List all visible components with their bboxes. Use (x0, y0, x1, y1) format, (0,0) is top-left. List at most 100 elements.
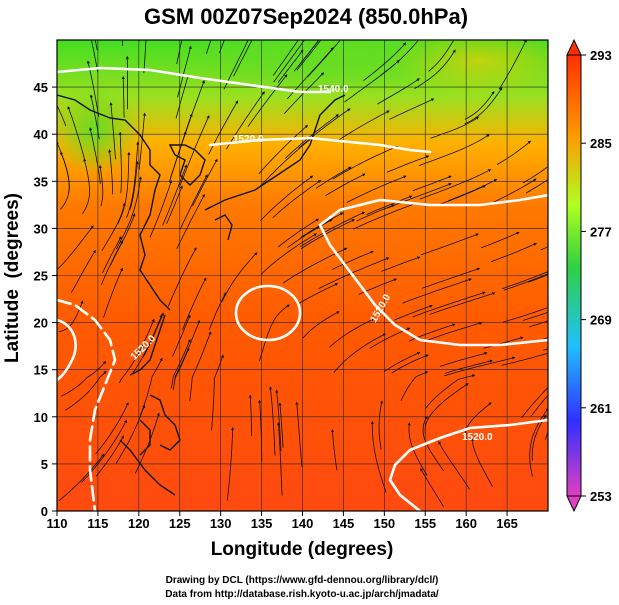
streamline (118, 131, 122, 194)
streamline (422, 415, 444, 472)
streamline (276, 422, 283, 496)
streamline (143, 40, 147, 74)
streamline (172, 347, 190, 391)
streamline (119, 318, 155, 384)
streamline (260, 175, 314, 221)
streamline (205, 40, 212, 55)
streamline (121, 40, 124, 47)
streamline (420, 467, 444, 508)
contour-label-1540: 1540.0 (318, 84, 349, 95)
streamline (182, 277, 207, 330)
streamline (277, 49, 304, 83)
streamline (333, 333, 387, 373)
streamline (502, 307, 548, 323)
streamline (218, 40, 225, 54)
streamline (86, 60, 100, 117)
streamline (369, 327, 411, 349)
warm-region-northeast (390, 40, 548, 95)
credit-drawing: Drawing by DCL (https://www.gfd-dennou.o… (166, 575, 439, 586)
x-tick-label: 155 (414, 516, 436, 531)
colorbar-top-arrow (566, 38, 582, 56)
streamline (89, 94, 100, 140)
streamline (523, 40, 525, 42)
streamline (172, 314, 191, 357)
colorbar-tick-label: 277 (590, 224, 612, 239)
streamline (381, 256, 421, 272)
streamline (522, 166, 548, 184)
x-tick-label: 165 (496, 516, 518, 531)
streamline (346, 175, 407, 203)
streamline (430, 116, 480, 139)
streamline (297, 283, 339, 305)
colorbar-tick-label: 261 (590, 401, 612, 416)
streamline (162, 164, 188, 226)
streamline (412, 175, 452, 192)
streamline (102, 235, 122, 274)
streamline (429, 292, 496, 315)
geopotential-contours (57, 66, 548, 511)
streamline (57, 104, 67, 127)
streamline (285, 114, 339, 159)
streamline (378, 400, 384, 450)
streamline (121, 75, 125, 118)
streamline (117, 151, 131, 224)
streamline (221, 252, 258, 303)
streamline (428, 40, 455, 72)
streamline (268, 386, 276, 456)
streamline (60, 360, 107, 397)
contour-1520-mid (208, 136, 432, 154)
streamline (226, 91, 265, 150)
streamline (247, 74, 288, 127)
streamline (448, 179, 498, 202)
streamline (344, 59, 400, 103)
streamline (293, 40, 320, 72)
credit-data: Data from http://database.rish.kyoto-u.a… (165, 589, 439, 600)
x-axis-title: Longitude (degrees) (211, 539, 394, 560)
x-tick-label: 120 (128, 516, 150, 531)
streamline (501, 271, 548, 290)
y-tick-label: 10 (34, 410, 48, 425)
streamline (110, 213, 136, 266)
colorbar-tick-label: 253 (590, 489, 612, 504)
streamline (142, 312, 164, 358)
streamline (260, 233, 318, 275)
x-tick-label: 125 (169, 516, 191, 531)
streamline (95, 435, 124, 477)
y-tick-label: 35 (34, 174, 48, 189)
streamline (522, 311, 548, 321)
streamline (414, 49, 456, 89)
streamline (318, 257, 390, 290)
streamline (530, 394, 548, 417)
x-tick-label: 140 (292, 516, 314, 531)
streamline (149, 179, 173, 238)
streamline (302, 311, 340, 339)
plot-area (57, 40, 548, 511)
colorbar-bottom-arrow (566, 495, 582, 513)
contour-1540-north (57, 66, 332, 94)
streamline (531, 414, 547, 461)
contour-1520-west (57, 298, 117, 511)
streamline (546, 44, 548, 47)
streamline (412, 291, 486, 318)
streamline (287, 219, 333, 248)
streamline (386, 155, 430, 173)
streamline (296, 40, 322, 71)
streamline (177, 45, 192, 98)
contour-label-1520-south: 1520.0 (462, 432, 493, 443)
streamline (407, 422, 428, 476)
streamline (383, 352, 421, 373)
streamline (176, 193, 205, 249)
streamline (272, 40, 299, 76)
streamline (103, 267, 123, 318)
streamline (300, 211, 366, 248)
streamline (179, 115, 210, 187)
streamline (418, 134, 490, 166)
streamline (315, 166, 352, 189)
streamline (464, 90, 495, 120)
streamline (132, 314, 163, 374)
streamline (419, 169, 492, 200)
streamline (170, 338, 191, 389)
streamline (233, 40, 253, 77)
streamline (108, 149, 113, 195)
streamline (402, 278, 472, 304)
